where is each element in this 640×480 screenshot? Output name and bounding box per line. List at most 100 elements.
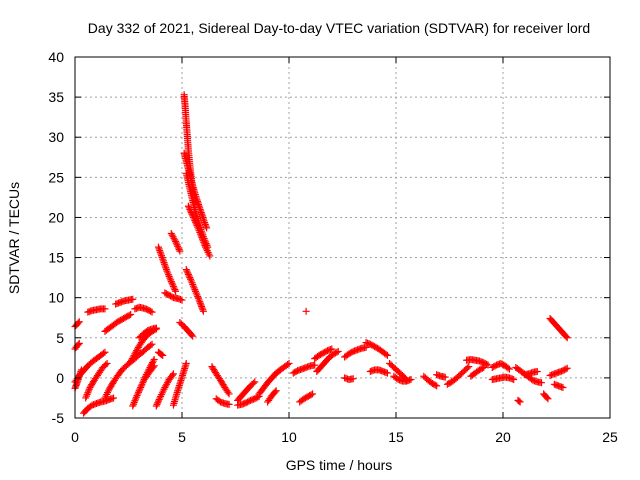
data-point: [132, 348, 140, 356]
data-point: [182, 266, 190, 274]
x-tick-label: 25: [602, 429, 618, 445]
data-point: [251, 378, 259, 386]
data-point: [167, 278, 175, 286]
x-tick-label: 5: [178, 429, 186, 445]
data-point: [190, 215, 198, 223]
data-point: [75, 339, 83, 347]
data-point: [200, 240, 208, 248]
data-points: [71, 91, 571, 417]
data-point: [149, 357, 157, 365]
series-arc: [467, 363, 488, 380]
data-point: [178, 296, 186, 304]
data-point: [249, 379, 257, 387]
data-point: [199, 306, 207, 314]
series-arc: [131, 303, 156, 316]
data-point: [515, 397, 523, 405]
data-point: [161, 384, 169, 392]
data-point: [206, 252, 214, 260]
series-arc: [463, 355, 492, 369]
series-arc: [80, 394, 118, 417]
x-tick-label: 0: [71, 429, 79, 445]
data-point: [189, 212, 197, 220]
series-arc: [386, 359, 411, 384]
data-point: [158, 351, 166, 359]
data-point: [562, 333, 570, 341]
series-arc: [302, 307, 310, 315]
chart-title: Day 332 of 2021, Sidereal Day-to-day VTE…: [88, 20, 590, 36]
data-point: [192, 218, 200, 226]
data-point: [187, 207, 195, 215]
series-arc: [272, 359, 293, 377]
series-arc: [341, 374, 357, 383]
data-point: [158, 253, 166, 261]
series-arc: [366, 366, 391, 377]
data-point: [201, 242, 209, 250]
data-point: [125, 311, 133, 319]
series-arc: [514, 396, 524, 406]
series-arc: [71, 318, 83, 331]
data-point: [504, 364, 512, 372]
data-point: [169, 281, 177, 289]
data-point: [562, 365, 570, 373]
data-point: [128, 355, 136, 363]
data-point: [172, 239, 180, 247]
data-point: [516, 398, 524, 406]
y-tick-label: 30: [48, 129, 64, 145]
series-arc: [520, 367, 541, 379]
data-point: [187, 209, 195, 217]
data-point: [333, 348, 341, 356]
x-tick-label: 20: [495, 429, 511, 445]
data-point: [433, 382, 441, 390]
data-point: [169, 370, 177, 378]
x-tick-label: 10: [281, 429, 297, 445]
data-point: [159, 255, 167, 263]
data-point: [156, 247, 164, 255]
data-point: [302, 307, 310, 315]
y-tick-label: 25: [48, 169, 64, 185]
series-arc: [169, 359, 190, 409]
series-arc: [161, 289, 186, 304]
data-point: [199, 307, 207, 315]
data-point: [171, 236, 179, 244]
y-tick-label: 35: [48, 89, 64, 105]
data-point: [163, 380, 171, 388]
data-point: [133, 347, 141, 355]
data-point: [311, 361, 319, 369]
data-point: [154, 399, 162, 407]
data-point: [152, 402, 160, 410]
data-point: [563, 334, 571, 342]
series-arc: [443, 363, 473, 388]
data-point: [129, 295, 137, 303]
data-point: [163, 379, 171, 387]
data-point: [195, 296, 203, 304]
data-point: [198, 302, 206, 310]
data-point: [148, 308, 156, 316]
data-point: [383, 369, 391, 377]
series-arc: [135, 324, 160, 342]
series-arc: [512, 363, 546, 387]
data-point: [134, 388, 142, 396]
data-point: [154, 397, 162, 405]
data-point: [543, 394, 551, 402]
data-point: [133, 392, 141, 400]
data-point: [168, 279, 176, 287]
y-tick-label: 40: [48, 49, 64, 65]
y-tick-label: 0: [56, 370, 64, 386]
x-tick-label: 15: [388, 429, 404, 445]
data-point: [196, 298, 204, 306]
data-point: [148, 340, 156, 348]
data-point: [480, 363, 488, 371]
data-point: [100, 349, 108, 357]
data-point: [158, 252, 166, 260]
series-arc: [154, 348, 167, 359]
data-point: [137, 382, 145, 390]
data-point: [463, 364, 471, 372]
data-point: [75, 318, 83, 326]
series-arc: [420, 372, 441, 390]
data-point: [133, 345, 141, 353]
data-point: [155, 245, 163, 253]
data-point: [484, 361, 492, 369]
data-point: [74, 341, 82, 349]
data-point: [147, 341, 155, 349]
